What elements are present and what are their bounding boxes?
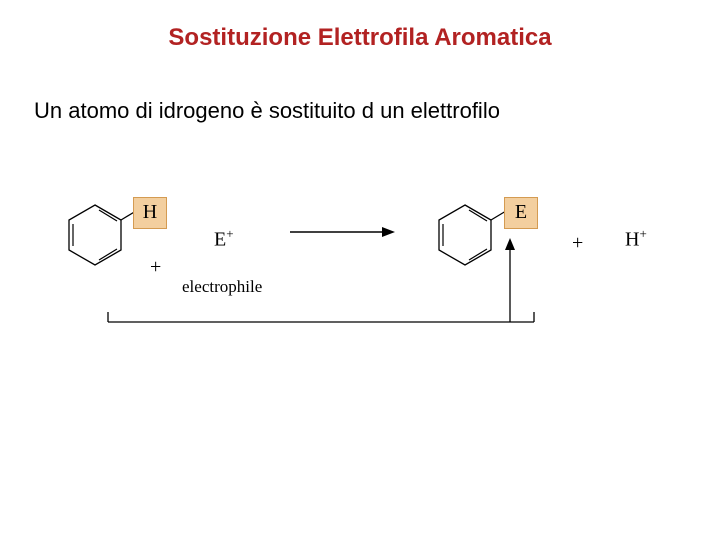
hplus-sup: + [639,226,646,241]
substituent-box-h: H [133,197,167,229]
bracket-pointer [108,238,534,322]
hplus-h: H [625,229,639,251]
plus-right: + [572,232,583,255]
substituent-h-label: H [143,201,157,223]
electrophile-e: E [214,229,226,251]
reaction-arrow-icon [290,227,395,237]
hplus-label: H+ [625,226,647,252]
substituent-e-label: E [515,201,527,223]
electrophile-caption: electrophile [182,277,262,297]
substituent-box-e: E [504,197,538,229]
electrophile-plus-sup: + [226,226,233,241]
benzene-ring-left [69,205,136,265]
benzene-ring-right [439,205,506,265]
plus-left: + [150,256,161,279]
reaction-diagram [0,0,720,540]
electrophile-label: E+ [214,226,234,252]
